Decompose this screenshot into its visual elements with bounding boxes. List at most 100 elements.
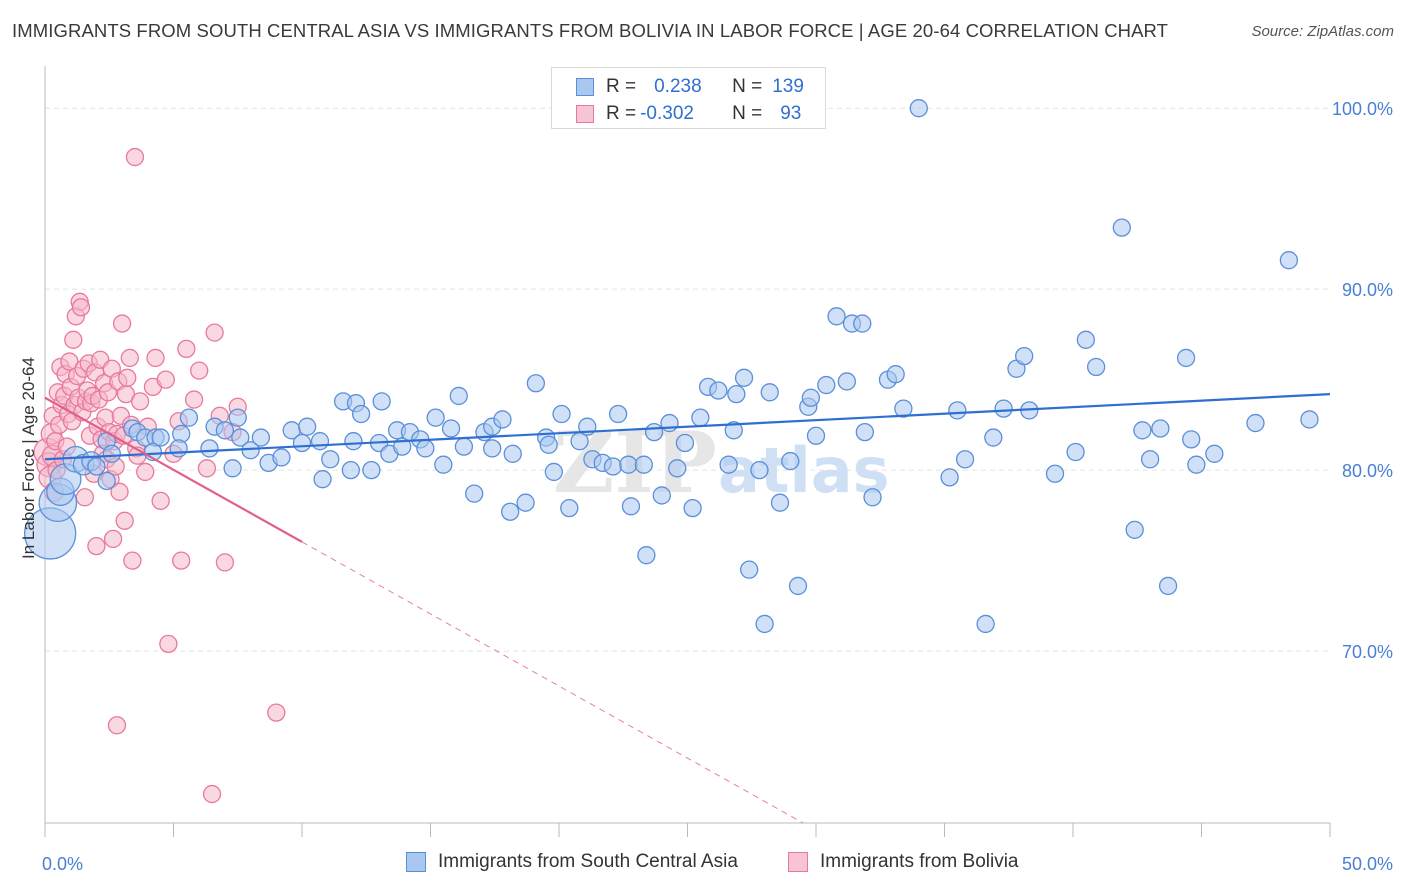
- point-bolivia: [146, 348, 165, 368]
- south-central-asia-points: [23, 99, 1319, 634]
- point-bolivia: [172, 551, 191, 570]
- point-south-central-asia: [1125, 520, 1144, 539]
- point-south-central-asia: [102, 444, 121, 463]
- trend-bolivia-extension: [301, 541, 804, 824]
- y-tick-label: 70.0%: [1342, 642, 1393, 662]
- point-south-central-asia: [321, 450, 340, 469]
- point-south-central-asia: [465, 484, 484, 503]
- point-south-central-asia: [1112, 218, 1131, 237]
- point-south-central-asia: [1133, 421, 1152, 440]
- point-south-central-asia: [770, 493, 790, 512]
- point-south-central-asia: [552, 404, 571, 424]
- point-south-central-asia: [516, 493, 535, 512]
- point-south-central-asia: [755, 614, 774, 634]
- stats-legend-row-blue: R = 0.238 N = 139: [552, 73, 804, 101]
- blue-swatch: [406, 852, 426, 872]
- y-axis-label: In Labor Force | Age 20-64: [19, 357, 38, 559]
- point-south-central-asia: [801, 388, 821, 407]
- point-south-central-asia: [603, 457, 623, 476]
- point-south-central-asia: [169, 439, 188, 458]
- point-south-central-asia: [231, 428, 250, 447]
- point-south-central-asia: [1151, 419, 1170, 438]
- point-south-central-asia: [750, 460, 769, 480]
- point-south-central-asia: [1086, 357, 1106, 377]
- point-south-central-asia: [1015, 346, 1034, 366]
- point-south-central-asia: [1176, 348, 1196, 368]
- stats-legend: R = 0.238 N = 139 R = -0.302 N = 93: [551, 67, 826, 129]
- point-south-central-asia: [781, 451, 800, 471]
- point-south-central-asia: [501, 502, 520, 521]
- point-bolivia: [205, 323, 224, 342]
- x-tick-label: 0.0%: [42, 854, 83, 874]
- point-south-central-asia: [416, 439, 435, 458]
- point-south-central-asia: [1182, 430, 1201, 449]
- point-south-central-asia: [940, 468, 959, 487]
- point-south-central-asia: [827, 307, 846, 326]
- point-south-central-asia: [493, 410, 512, 429]
- y-tick-label: 90.0%: [1342, 280, 1393, 300]
- point-south-central-asia: [351, 404, 371, 424]
- legend-item-bolivia: Immigrants from Bolivia: [788, 851, 1019, 873]
- point-south-central-asia: [503, 444, 522, 463]
- point-south-central-asia: [1066, 442, 1085, 462]
- point-south-central-asia: [544, 462, 564, 482]
- pink-swatch: [576, 105, 594, 123]
- r-value: -0.302: [640, 103, 694, 124]
- point-bolivia: [215, 553, 235, 572]
- blue-swatch: [576, 78, 594, 96]
- point-south-central-asia: [434, 455, 453, 474]
- point-south-central-asia: [955, 450, 975, 469]
- point-south-central-asia: [362, 460, 381, 480]
- point-south-central-asia: [734, 368, 754, 387]
- legend-label: Immigrants from South Central Asia: [438, 851, 738, 872]
- point-south-central-asia: [984, 428, 1003, 447]
- point-south-central-asia: [228, 408, 247, 427]
- point-south-central-asia: [1076, 330, 1095, 349]
- point-south-central-asia: [1187, 455, 1206, 474]
- point-bolivia: [64, 330, 83, 349]
- point-south-central-asia: [608, 404, 628, 424]
- point-bolivia: [125, 147, 145, 167]
- point-south-central-asia: [223, 459, 242, 478]
- point-south-central-asia: [894, 399, 913, 418]
- point-south-central-asia: [637, 546, 656, 565]
- r-label: R =: [606, 76, 637, 97]
- point-south-central-asia: [441, 419, 461, 438]
- point-south-central-asia: [292, 433, 312, 453]
- point-south-central-asia: [560, 498, 579, 518]
- point-bolivia: [103, 529, 123, 549]
- legend-item-south-central-asia: Immigrants from South Central Asia: [406, 851, 738, 873]
- point-south-central-asia: [909, 99, 928, 118]
- point-south-central-asia: [454, 437, 474, 456]
- point-south-central-asia: [1300, 410, 1319, 429]
- x-tick-label: 50.0%: [1342, 854, 1393, 874]
- point-south-central-asia: [1045, 464, 1065, 483]
- point-south-central-asia: [994, 399, 1013, 418]
- source-label: Source: ZipAtlas.com: [1251, 23, 1394, 40]
- point-south-central-asia: [87, 457, 106, 476]
- stats-legend-row-pink: R = -0.302 N = 93: [552, 100, 801, 128]
- point-south-central-asia: [297, 417, 317, 436]
- n-value: 93: [780, 103, 802, 124]
- point-bolivia: [118, 368, 137, 387]
- pink-swatch: [788, 852, 808, 872]
- point-south-central-asia: [341, 460, 360, 480]
- point-south-central-asia: [251, 428, 271, 447]
- watermark-atlas: atlas: [718, 434, 889, 507]
- point-south-central-asia: [344, 432, 363, 451]
- tick-labels: 100.0% 90.0% 80.0% 70.0% 0.0% 50.0%: [42, 99, 1393, 874]
- point-bolivia: [151, 491, 170, 511]
- n-label: N =: [732, 103, 763, 124]
- point-south-central-asia: [619, 455, 638, 474]
- point-bolivia: [120, 348, 139, 368]
- point-south-central-asia: [426, 408, 445, 427]
- point-south-central-asia: [179, 408, 199, 427]
- point-bolivia: [75, 488, 94, 507]
- trend-bolivia: [44, 396, 303, 543]
- n-label: N =: [732, 76, 763, 97]
- point-south-central-asia: [526, 374, 546, 393]
- point-south-central-asia: [1158, 576, 1178, 596]
- point-bolivia: [202, 784, 222, 804]
- point-bolivia: [177, 339, 196, 359]
- point-bolivia: [115, 511, 134, 530]
